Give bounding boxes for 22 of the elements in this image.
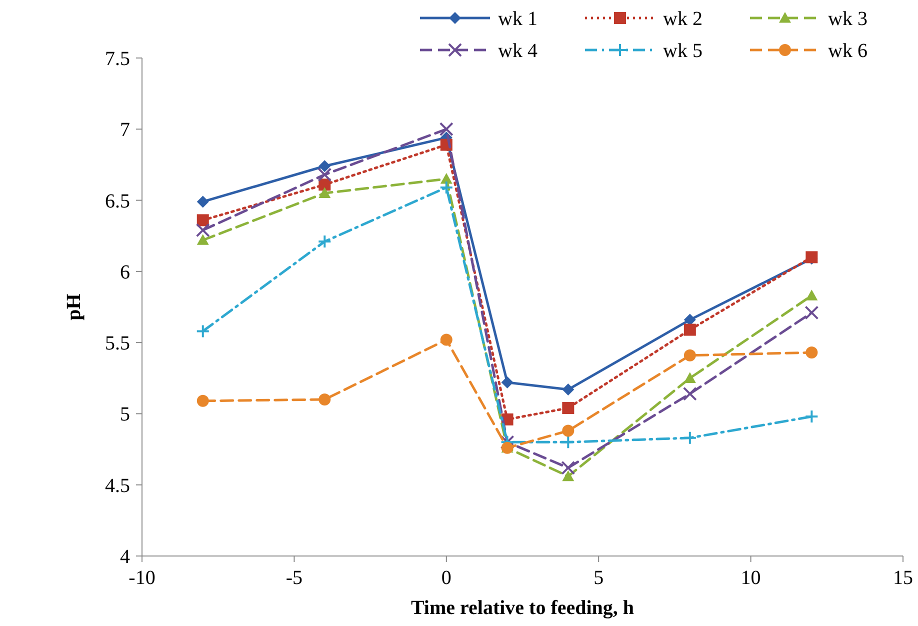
y-tick-label: 5 [120,404,130,426]
x-tick-label: 10 [740,567,761,589]
legend-label: wk 1 [498,8,538,30]
y-tick-label: 6.5 [105,190,130,212]
y-tick-label: 7.5 [105,48,130,70]
x-tick-label: -10 [128,567,156,589]
x-tick-label: 0 [441,567,452,589]
y-tick-label: 5.5 [105,332,130,355]
legend-label: wk 2 [663,8,702,30]
y-axis-title: pH [63,293,85,320]
x-tick-label: 5 [594,567,604,589]
legend-label: wk 4 [498,40,538,62]
y-tick-label: 6 [120,261,130,284]
legend-label: wk 5 [663,40,702,62]
x-axis-title: Time relative to feeding, h [410,597,634,619]
x-tick-label: -5 [286,567,303,589]
y-tick-label: 7 [120,119,130,142]
legend-label: wk 3 [828,8,868,30]
legend-label: wk 6 [828,40,868,62]
x-tick-label: 15 [893,567,913,589]
y-tick-label: 4 [120,546,130,568]
y-tick-label: 4.5 [105,474,130,497]
